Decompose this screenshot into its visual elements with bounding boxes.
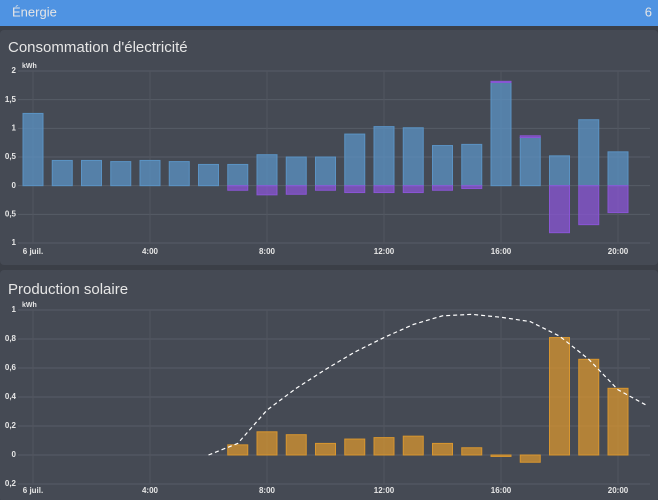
bar: [373, 126, 395, 187]
bar: [285, 156, 307, 187]
bar: [256, 431, 278, 456]
bar: [315, 442, 336, 456]
x-tick-label: 20:00: [608, 486, 629, 495]
bar: [344, 185, 366, 194]
x-tick-label: 6 juil.: [23, 486, 43, 495]
bar: [519, 137, 541, 187]
y-tick-label: 0,5: [5, 209, 17, 218]
x-tick-label: 8:00: [259, 247, 276, 256]
chart-title: Consommation d'électricité: [8, 39, 188, 56]
bar: [402, 185, 424, 194]
y-tick-label: 0: [12, 181, 17, 190]
bar: [110, 161, 132, 187]
bar: [549, 155, 570, 187]
y-tick-label: 1,5: [5, 95, 17, 104]
bar: [432, 145, 453, 187]
bar: [607, 185, 629, 214]
y-tick-label: 1: [12, 123, 17, 132]
bar: [139, 159, 161, 187]
bar: [432, 185, 453, 191]
y-tick-label: 0,4: [5, 392, 17, 401]
y-tick-label: 0: [12, 450, 17, 459]
y-tick-label: 0,2: [5, 421, 17, 430]
header-title: Énergie: [12, 4, 57, 19]
y-tick-label: 1: [12, 305, 17, 314]
bar: [168, 161, 190, 187]
bar: [315, 185, 336, 191]
x-tick-label: 4:00: [142, 486, 159, 495]
bar: [81, 159, 102, 187]
bar: [22, 112, 44, 187]
bar: [285, 434, 307, 456]
bar: [373, 437, 395, 456]
bar: [256, 154, 278, 187]
bar: [227, 185, 249, 191]
x-tick-label: 8:00: [259, 486, 276, 495]
bar: [519, 454, 541, 463]
bar: [227, 444, 249, 456]
y-tick-label: 0,6: [5, 363, 17, 372]
bar: [51, 159, 73, 187]
x-tick-label: 20:00: [608, 247, 629, 256]
chart-title: Production solaire: [8, 281, 128, 298]
bar: [490, 80, 512, 83]
bar: [549, 185, 570, 234]
x-tick-label: 4:00: [142, 247, 159, 256]
y-tick-label: 0,8: [5, 334, 17, 343]
x-tick-label: 16:00: [491, 486, 512, 495]
bar: [578, 119, 600, 187]
bar: [344, 438, 366, 456]
y-tick-label: 2: [12, 66, 17, 75]
x-tick-label: 12:00: [374, 247, 395, 256]
bar: [402, 435, 424, 456]
x-tick-label: 16:00: [491, 247, 512, 256]
y-tick-label: 0,2: [5, 479, 17, 488]
bar: [198, 163, 219, 187]
forecast-line: [208, 313, 648, 456]
bar: [373, 185, 395, 194]
bar: [285, 185, 307, 195]
bar: [607, 151, 629, 187]
header-badge[interactable]: 6: [645, 4, 652, 19]
x-tick-label: 6 juil.: [23, 247, 43, 256]
x-tick-label: 12:00: [374, 486, 395, 495]
app-header: [0, 0, 658, 26]
y-tick-label: 0,5: [5, 152, 17, 161]
bar: [549, 337, 570, 456]
bar: [461, 447, 483, 456]
bar: [432, 442, 453, 456]
card: [0, 270, 658, 500]
y-axis-label: kWh: [22, 302, 37, 309]
bar: [461, 185, 483, 190]
bar: [402, 127, 424, 187]
bar: [344, 133, 366, 187]
bar: [461, 143, 483, 187]
bar: [490, 81, 512, 187]
y-axis-label: kWh: [22, 63, 37, 70]
bar: [227, 163, 249, 187]
bar: [256, 185, 278, 196]
bar: [315, 156, 336, 187]
y-tick-label: 1: [12, 238, 17, 247]
bar: [607, 387, 629, 456]
bar: [490, 454, 512, 457]
bar: [519, 135, 541, 139]
bar: [578, 358, 600, 456]
bar: [578, 185, 600, 226]
